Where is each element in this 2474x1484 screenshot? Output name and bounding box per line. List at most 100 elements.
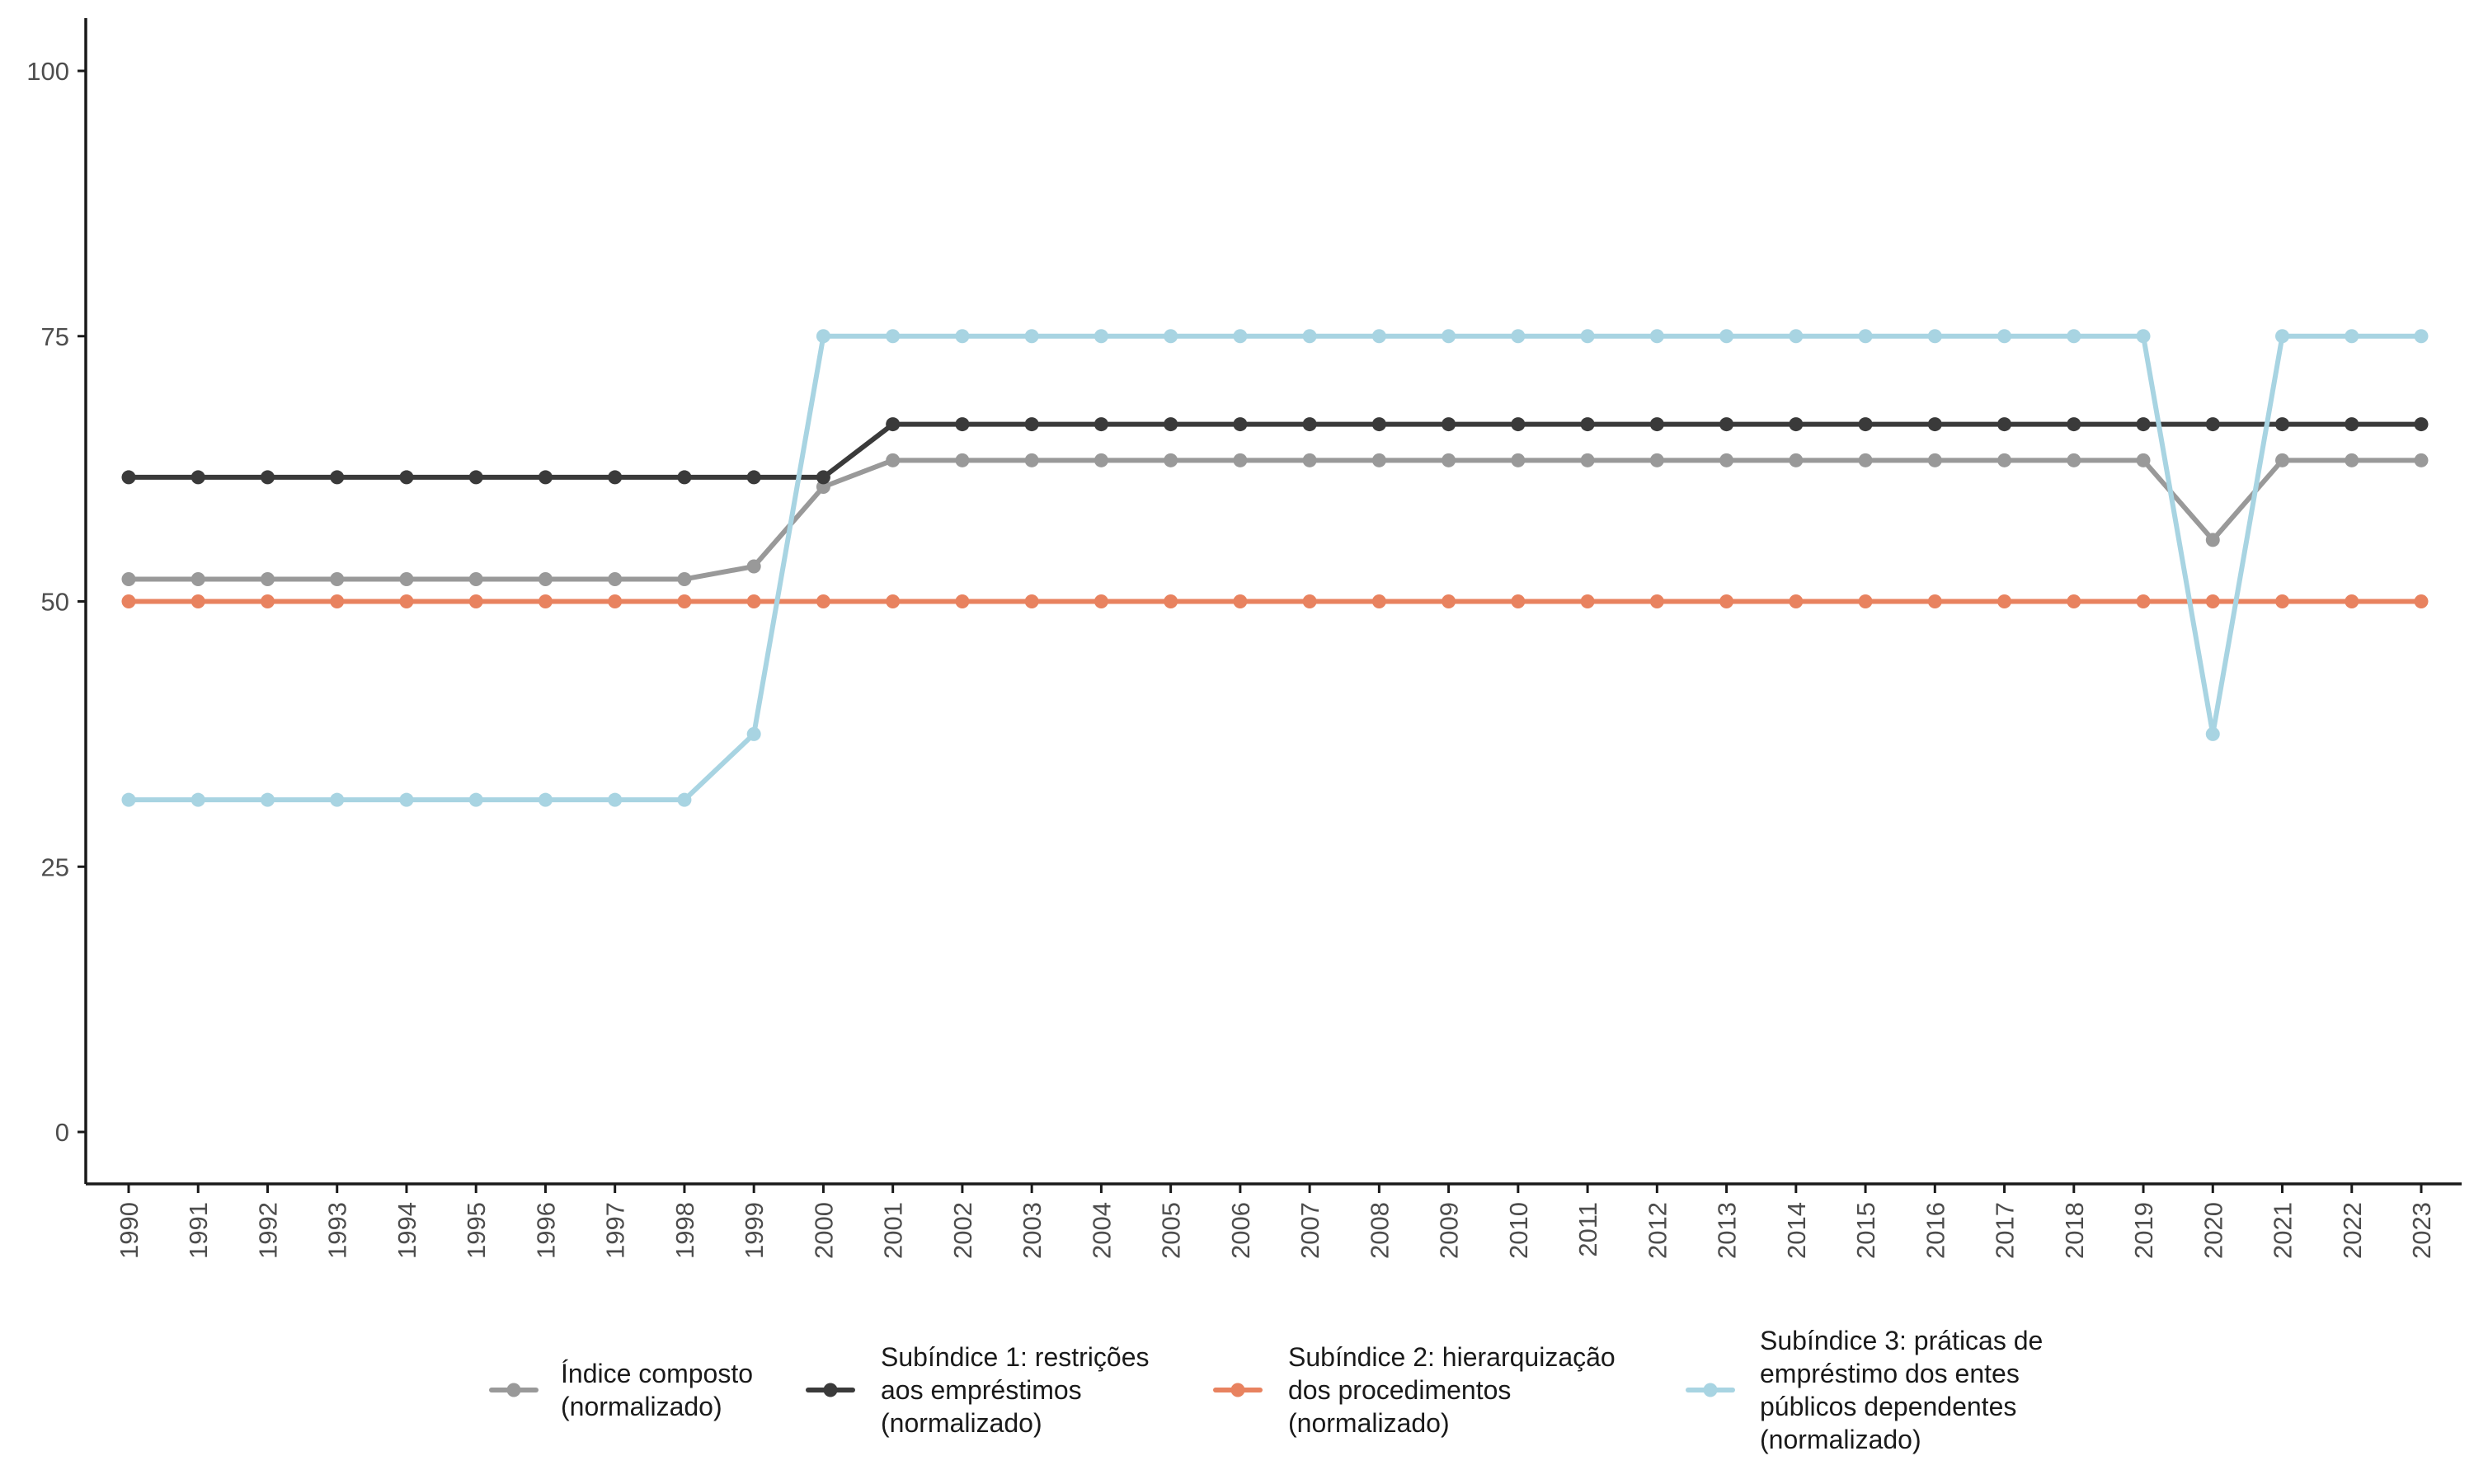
data-point [121,571,136,586]
y-tick-label: 0 [55,1118,69,1147]
data-point [121,594,136,608]
data-point [1233,453,1248,467]
data-point [330,470,345,485]
data-point [260,571,275,586]
data-point [2275,329,2290,344]
data-point [677,470,692,485]
x-tick-label: 1993 [323,1202,352,1259]
x-tick-label: 2005 [1157,1202,1186,1259]
legend-label: Índice composto [561,1359,753,1388]
data-point [2136,329,2151,344]
data-point [190,470,205,485]
x-tick-label: 2000 [809,1202,838,1259]
series-4 [121,329,2429,807]
data-point [1371,594,1386,608]
data-point [1649,594,1664,608]
data-point [955,594,970,608]
data-point [1997,453,2012,467]
data-point [1233,329,1248,344]
data-point [955,417,970,432]
data-point [2275,453,2290,467]
data-point [1789,417,1804,432]
x-tick-label: 2020 [2199,1202,2227,1259]
data-point [2067,453,2081,467]
data-point [1719,594,1734,608]
data-point [1164,453,1178,467]
data-point [2136,453,2151,467]
x-tick-label: 1999 [740,1202,769,1259]
data-point [1371,453,1386,467]
data-point [1927,453,1942,467]
data-point [1927,417,1942,432]
x-tick-label: 2003 [1018,1202,1047,1259]
y-axis-ticks: 0 25 50 75 100 [26,57,86,1147]
data-point [608,792,623,807]
data-point [2345,329,2359,344]
legend-key-point [506,1383,521,1397]
legend-label: empréstimo dos entes [1760,1359,2020,1388]
data-point [468,792,483,807]
y-tick-label: 75 [41,322,69,351]
data-point [1094,329,1108,344]
data-point [1302,453,1317,467]
legend-label: dos procedimentos [1288,1375,1511,1405]
data-point [1649,453,1664,467]
data-point [1789,453,1804,467]
data-point [1094,453,1108,467]
data-point [190,792,205,807]
data-point [260,792,275,807]
x-tick-label: 2021 [2269,1202,2298,1259]
data-point [1233,594,1248,608]
data-point [1858,453,1873,467]
data-point [1927,594,1942,608]
data-point [2414,453,2429,467]
y-tick-label: 100 [26,57,69,86]
legend-label: (normalizado) [1760,1425,1921,1454]
data-point [1442,417,1456,432]
data-point [2345,417,2359,432]
data-point [1302,594,1317,608]
legend: Índice composto(normalizado)Subíndice 1:… [489,1326,2043,1454]
data-point [2067,329,2081,344]
data-point [1164,594,1178,608]
x-tick-label: 2011 [1573,1202,1602,1257]
x-tick-label: 2016 [1921,1202,1950,1259]
data-point [955,453,970,467]
data-point [1442,594,1456,608]
x-tick-label: 2002 [948,1202,977,1259]
data-point [121,470,136,485]
data-point [1580,417,1595,432]
x-tick-label: 1995 [462,1202,491,1259]
x-tick-label: 1994 [393,1202,421,1259]
data-point [399,470,414,485]
data-point [468,470,483,485]
data-point [746,726,761,741]
data-point [1164,329,1178,344]
data-point [1233,417,1248,432]
data-point [1789,329,1804,344]
data-point [1511,453,1526,467]
data-point [1580,453,1595,467]
data-point [1511,417,1526,432]
series-1 [121,453,2429,586]
series-3 [121,594,2429,608]
data-point [1858,329,1873,344]
data-point [1719,329,1734,344]
x-tick-label: 2006 [1226,1202,1255,1259]
data-point [260,470,275,485]
data-point [677,571,692,586]
x-tick-label: 2012 [1643,1202,1672,1259]
series-line [126,333,2424,803]
data-point [816,594,830,608]
data-point [468,594,483,608]
legend-key-point [823,1383,838,1397]
series-group [121,329,2429,807]
data-point [1858,417,1873,432]
data-point [1997,417,2012,432]
data-point [538,571,553,586]
data-point [886,453,901,467]
data-point [1649,329,1664,344]
data-point [121,792,136,807]
